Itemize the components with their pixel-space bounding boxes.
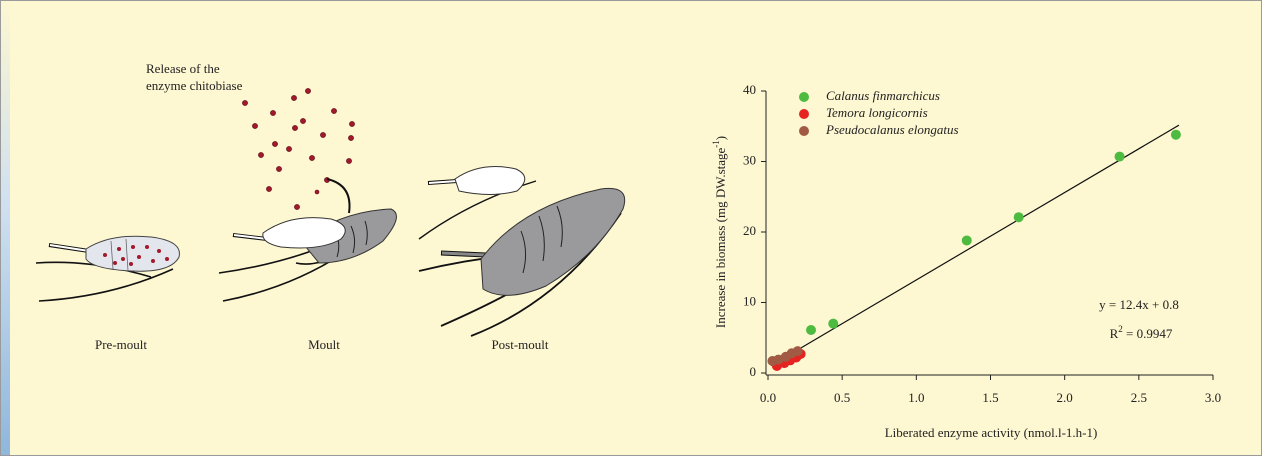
x-tick-label: 0.5 (834, 390, 850, 405)
y-label-sup: -1 (711, 140, 721, 148)
x-tick-label: 3.0 (1205, 390, 1221, 405)
y-tick-label: 20 (743, 223, 756, 238)
point (793, 346, 803, 356)
y-tick-label: 10 (743, 293, 756, 308)
legend-label: Calanus finmarchicus (826, 88, 940, 103)
legend-marker (799, 92, 809, 102)
diagram: Release of the enzyme chitobiase (36, 61, 625, 352)
legend-label: Pseudocalanus elongatus (825, 122, 959, 137)
enzyme-dots (242, 88, 354, 209)
legend-marker (799, 109, 809, 119)
y-tick-label: 0 (750, 364, 757, 379)
y-label-text: Increase in biomass (mg DW.stage (713, 147, 728, 328)
x-tick-label: 0.0 (760, 390, 776, 405)
x-tick-label: 2.5 (1131, 390, 1147, 405)
annotation: enzyme chitobiase (146, 78, 243, 93)
x-axis-label: Liberated enzyme activity (nmol.l-1.h-1) (885, 425, 1098, 440)
legend-label: Temora longicornis (826, 105, 928, 120)
equation: y = 12.4x + 0.8 (1099, 297, 1179, 312)
point (1115, 152, 1125, 162)
copepod-pre (36, 236, 179, 301)
x-tick-label: 1.0 (908, 390, 924, 405)
stage-label: Pre-moult (95, 337, 147, 352)
y-label-end: ) (713, 136, 728, 140)
chart: Liberated enzyme activity (nmol.l-1.h-1)… (711, 82, 1221, 440)
figure: Release of the enzyme chitobiase (0, 0, 1262, 456)
point (1014, 212, 1024, 222)
point (806, 325, 816, 335)
x-tick-label: 2.0 (1057, 390, 1073, 405)
x-tick-label: 1.5 (982, 390, 998, 405)
figure-svg: Release of the enzyme chitobiase (1, 1, 1262, 456)
stage-label: Post-moult (491, 337, 548, 352)
annotation: Release of the (146, 61, 220, 76)
y-tick-label: 30 (743, 152, 756, 167)
point (962, 235, 972, 245)
copepod-post (419, 167, 625, 336)
point (828, 319, 838, 329)
arrow-arc (327, 179, 350, 213)
stage-label: Moult (308, 337, 340, 352)
legend-marker (799, 126, 809, 136)
copepod-moult (219, 209, 396, 301)
point (1171, 130, 1181, 140)
y-axis-label: Increase in biomass (mg DW.stage-1) (711, 136, 728, 328)
y-tick-label: 40 (743, 82, 756, 97)
r2-end: = 0.9947 (1123, 326, 1173, 341)
r2-text: R (1110, 326, 1119, 341)
r2-label: R2 = 0.9947 (1110, 324, 1173, 341)
